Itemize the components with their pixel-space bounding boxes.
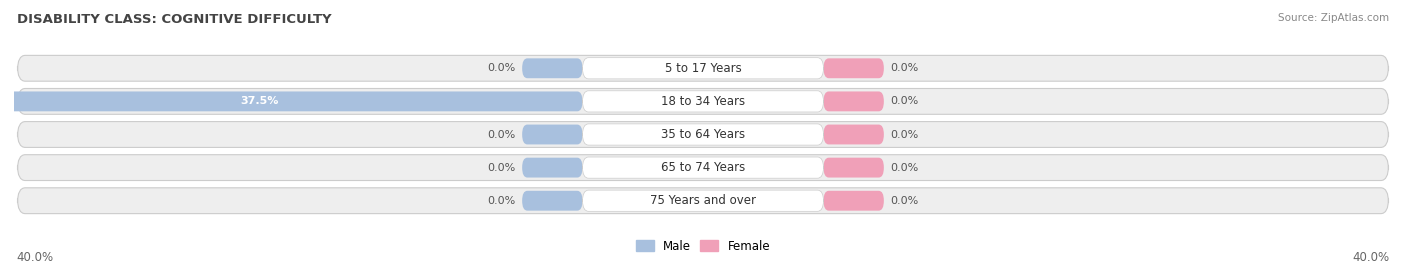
- FancyBboxPatch shape: [582, 91, 824, 112]
- FancyBboxPatch shape: [582, 58, 824, 79]
- Text: 0.0%: 0.0%: [486, 129, 515, 140]
- Text: 37.5%: 37.5%: [240, 96, 278, 107]
- FancyBboxPatch shape: [17, 55, 1389, 81]
- FancyBboxPatch shape: [522, 191, 582, 211]
- Text: 75 Years and over: 75 Years and over: [650, 194, 756, 207]
- FancyBboxPatch shape: [522, 125, 582, 144]
- FancyBboxPatch shape: [522, 158, 582, 178]
- FancyBboxPatch shape: [522, 58, 582, 78]
- Text: 0.0%: 0.0%: [891, 196, 920, 206]
- FancyBboxPatch shape: [824, 158, 884, 178]
- FancyBboxPatch shape: [824, 58, 884, 78]
- Text: 35 to 64 Years: 35 to 64 Years: [661, 128, 745, 141]
- Text: 65 to 74 Years: 65 to 74 Years: [661, 161, 745, 174]
- Text: 40.0%: 40.0%: [1353, 251, 1389, 264]
- FancyBboxPatch shape: [0, 91, 582, 111]
- Text: 0.0%: 0.0%: [891, 129, 920, 140]
- FancyBboxPatch shape: [17, 89, 1389, 114]
- Text: 0.0%: 0.0%: [891, 63, 920, 73]
- FancyBboxPatch shape: [582, 157, 824, 178]
- FancyBboxPatch shape: [17, 155, 1389, 180]
- Text: 40.0%: 40.0%: [17, 251, 53, 264]
- Text: DISABILITY CLASS: COGNITIVE DIFFICULTY: DISABILITY CLASS: COGNITIVE DIFFICULTY: [17, 13, 332, 26]
- FancyBboxPatch shape: [17, 188, 1389, 214]
- Text: 5 to 17 Years: 5 to 17 Years: [665, 62, 741, 75]
- Text: 0.0%: 0.0%: [891, 96, 920, 107]
- FancyBboxPatch shape: [824, 91, 884, 111]
- Text: 0.0%: 0.0%: [486, 63, 515, 73]
- FancyBboxPatch shape: [582, 124, 824, 145]
- Text: 0.0%: 0.0%: [486, 162, 515, 173]
- FancyBboxPatch shape: [824, 125, 884, 144]
- FancyBboxPatch shape: [17, 122, 1389, 147]
- Text: 18 to 34 Years: 18 to 34 Years: [661, 95, 745, 108]
- FancyBboxPatch shape: [824, 191, 884, 211]
- Legend: Male, Female: Male, Female: [636, 240, 770, 253]
- FancyBboxPatch shape: [582, 190, 824, 211]
- Text: 0.0%: 0.0%: [891, 162, 920, 173]
- Text: Source: ZipAtlas.com: Source: ZipAtlas.com: [1278, 13, 1389, 23]
- Text: 0.0%: 0.0%: [486, 196, 515, 206]
